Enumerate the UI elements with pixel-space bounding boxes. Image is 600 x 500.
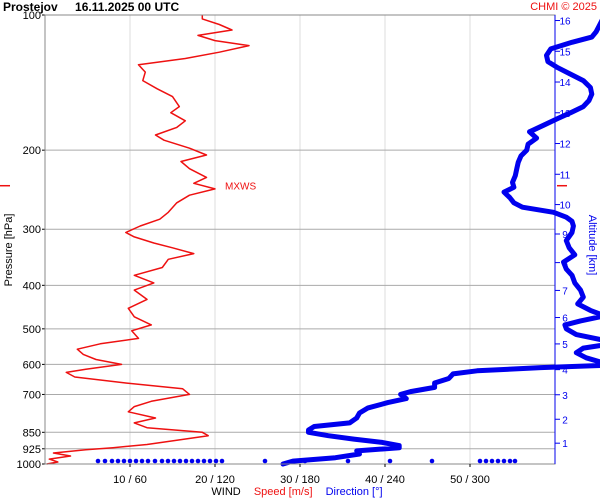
direction-point-14 (183, 458, 189, 464)
altitude-tick-label-3: 3 (562, 391, 568, 402)
grid-lines (45, 15, 555, 464)
direction-point-28 (489, 458, 495, 464)
altitude-tick-label-12: 12 (559, 140, 571, 151)
x-tick-label-20: 20 / 120 (195, 474, 235, 486)
direction-point-7 (139, 458, 145, 464)
pressure-tick-label-850: 850 (23, 427, 41, 439)
pressure-tick-label-400: 400 (23, 280, 41, 292)
altitude-tick-label-16: 16 (559, 17, 571, 28)
altitude-tick-label-15: 15 (559, 47, 571, 58)
direction-point-3 (115, 458, 121, 464)
pressure-tick-label-500: 500 (23, 324, 41, 336)
direction-point-17 (201, 458, 207, 464)
altitude-tick-label-2: 2 (562, 415, 568, 426)
direction-point-25 (429, 458, 435, 464)
altitude-tick-label-11: 11 (560, 170, 571, 181)
axes: 1002003004005006007008509251000123456789… (0, 10, 571, 486)
x-axis-label: WIND Speed [m/s] Direction [°] (211, 486, 382, 498)
altitude-tick-label-4: 4 (562, 366, 568, 377)
altitude-tick-label-8: 8 (562, 259, 568, 270)
direction-point-27 (483, 458, 489, 464)
altitude-tick-label-7: 7 (562, 286, 568, 297)
x-axis-label-speed: Speed [m/s] (254, 486, 313, 498)
altitude-tick-label-13: 13 (559, 109, 571, 120)
direction-point-5 (127, 458, 133, 464)
direction-point-12 (171, 458, 177, 464)
x-tick-label-50: 50 / 300 (450, 474, 490, 486)
series-lines (46, 15, 600, 467)
direction-point-1 (102, 458, 108, 464)
direction-point-24 (387, 458, 393, 464)
direction-point-8 (145, 458, 151, 464)
direction-point-16 (195, 458, 201, 464)
altitude-tick-label-1: 1 (562, 439, 568, 450)
direction-point-0 (95, 458, 101, 464)
direction-point-29 (495, 458, 501, 464)
direction-point-18 (207, 458, 213, 464)
x-tick-label-10: 10 / 60 (113, 474, 147, 486)
direction-point-13 (177, 458, 183, 464)
direction-point-20 (219, 458, 225, 464)
pressure-tick-label-700: 700 (23, 389, 41, 401)
x-tick-label-30: 30 / 180 (280, 474, 320, 486)
y2-axis-label: Altitude [km] (586, 215, 598, 276)
pressure-tick-label-100: 100 (23, 10, 41, 22)
x-axis-label-wind: WIND (211, 486, 240, 498)
credit-label: CHMI © 2025 (530, 1, 597, 13)
chart-title: Prostejov 16.11.2025 00 UTC (3, 0, 179, 14)
pressure-tick-label-300: 300 (23, 224, 41, 236)
pressure-tick-label-925: 925 (23, 444, 41, 456)
altitude-tick-label-14: 14 (559, 78, 571, 89)
altitude-tick-label-6: 6 (562, 314, 568, 325)
direction-point-11 (165, 458, 171, 464)
x-tick-label-40: 40 / 240 (365, 474, 405, 486)
pressure-tick-label-200: 200 (23, 145, 41, 157)
direction-line (280, 18, 600, 467)
direction-point-10 (159, 458, 165, 464)
direction-point-30 (501, 458, 507, 464)
direction-point-32 (512, 458, 518, 464)
x-axis-label-direction: Direction [°] (326, 486, 383, 498)
altitude-tick-label-9: 9 (562, 230, 568, 241)
altitude-tick-label-5: 5 (562, 340, 568, 351)
direction-point-31 (507, 458, 513, 464)
title-datetime: 16.11.2025 00 UTC (75, 0, 179, 14)
direction-point-9 (152, 458, 158, 464)
altitude-tick-label-10: 10 (559, 201, 571, 212)
direction-point-26 (477, 458, 483, 464)
y-axis-label: Pressure [hPa] (3, 214, 15, 287)
direction-point-4 (121, 458, 127, 464)
direction-point-6 (133, 458, 139, 464)
direction-point-15 (189, 458, 195, 464)
direction-point-2 (109, 458, 115, 464)
pressure-tick-label-600: 600 (23, 359, 41, 371)
station-name: Prostejov (3, 0, 58, 14)
direction-point-19 (213, 458, 219, 464)
direction-point-22 (302, 458, 308, 464)
pressure-tick-label-1000: 1000 (17, 459, 41, 471)
direction-point-21 (262, 458, 268, 464)
speed-line (46, 15, 250, 465)
mxws-label: MXWS (225, 182, 256, 193)
direction-point-23 (345, 458, 351, 464)
